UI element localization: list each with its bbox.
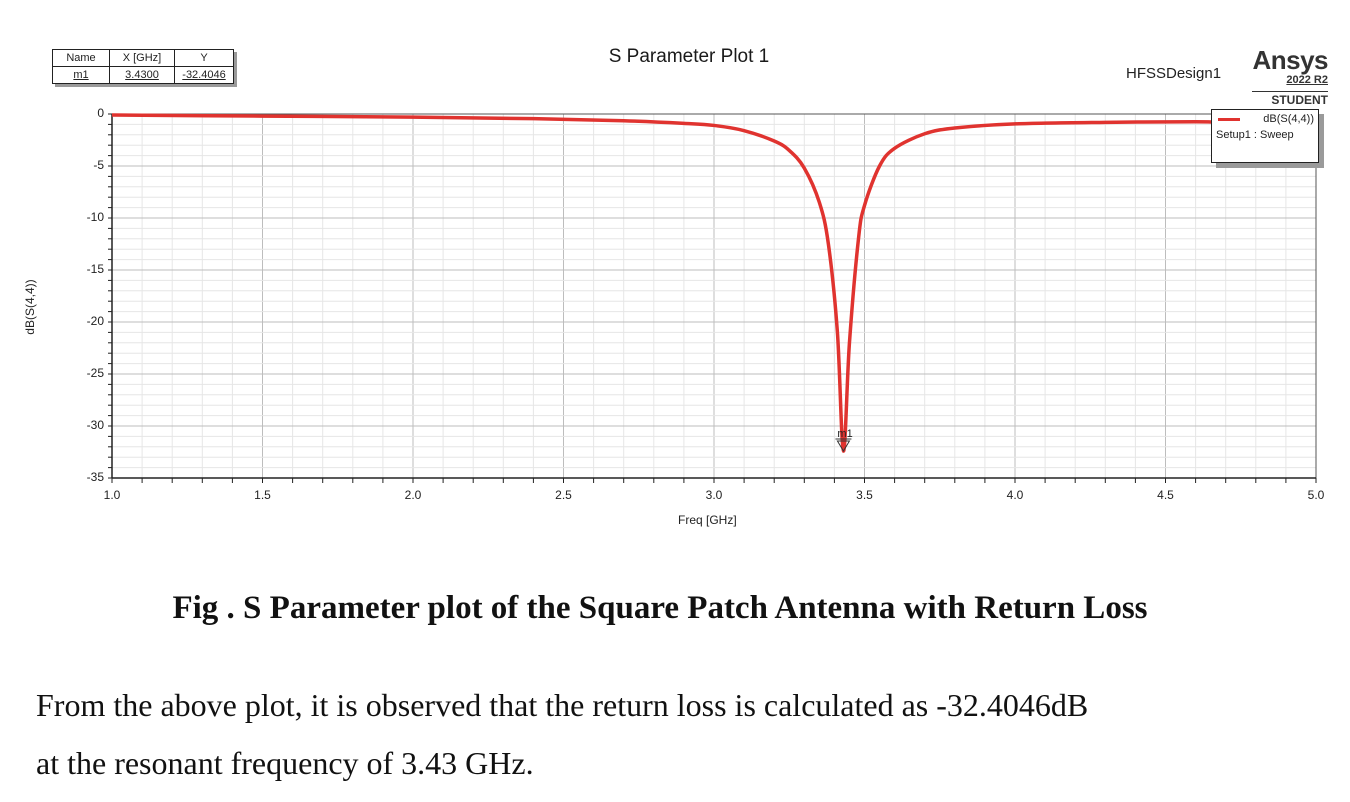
y-tick-label: -15	[86, 262, 104, 276]
legend-trace-name: dB(S(4,4))	[1263, 113, 1314, 125]
paragraph-line-2: at the resonant frequency of 3.43 GHz.	[36, 745, 534, 781]
brand-edition: STUDENT	[1252, 91, 1328, 107]
header-y: Y	[174, 49, 234, 67]
ansys-logo: Ansys 2022 R2	[1252, 46, 1328, 87]
y-tick-label: -35	[86, 470, 104, 484]
y-axis-label: dB(S(4,4))	[23, 279, 37, 335]
marker-name: m1	[52, 66, 110, 84]
design-name: HFSSDesign1	[1126, 65, 1222, 82]
x-tick-label: 2.5	[555, 488, 572, 502]
y-tick-label: -20	[86, 314, 104, 328]
x-tick-label: 4.0	[1006, 488, 1024, 502]
figure-caption: Fig . S Parameter plot of the Square Pat…	[172, 590, 1148, 626]
x-axis-label: Freq [GHz]	[678, 513, 737, 527]
y-tick-label: 0	[97, 106, 104, 120]
marker-m1-label: m1	[837, 428, 852, 440]
legend[interactable]: dB(S(4,4)) Setup1 : Sweep	[1211, 109, 1319, 163]
paragraph-line-1: From the above plot, it is observed that…	[36, 687, 1089, 723]
marker-y: -32.4046	[174, 66, 234, 84]
x-tick-label: 3.0	[705, 488, 723, 502]
marker-m1-icon[interactable]	[836, 440, 851, 452]
header-x: X [GHz]	[109, 49, 175, 67]
plot-title: S Parameter Plot 1	[608, 46, 770, 67]
y-tick-label: -30	[86, 418, 104, 432]
brand-name: Ansys	[1252, 45, 1328, 75]
x-tick-label: 4.5	[1157, 488, 1174, 502]
marker-table-row[interactable]: m1 3.4300 -32.4046	[52, 66, 234, 84]
x-tick-label: 2.0	[404, 488, 422, 502]
marker-x: 3.4300	[109, 66, 175, 84]
s-parameter-plot: m1	[108, 113, 1317, 483]
legend-setup-name: Setup1 : Sweep	[1216, 129, 1294, 141]
y-tick-label: -10	[86, 210, 104, 224]
marker-table-header: Name X [GHz] Y	[52, 49, 234, 67]
trace-line[interactable]	[111, 113, 1317, 453]
brand-version: 2022 R2	[1286, 74, 1328, 86]
x-tick-label: 3.5	[856, 488, 873, 502]
marker-table: Name X [GHz] Y m1 3.4300 -32.4046	[52, 49, 234, 84]
body-paragraph: From the above plot, it is observed that…	[36, 676, 1326, 792]
y-tick-label: -5	[93, 158, 104, 172]
x-tick-label: 1.5	[254, 488, 271, 502]
header-name: Name	[52, 49, 110, 67]
x-tick-label: 1.0	[103, 488, 121, 502]
legend-swatch	[1218, 118, 1240, 121]
x-tick-label: 5.0	[1307, 488, 1325, 502]
y-tick-label: -25	[86, 366, 104, 380]
